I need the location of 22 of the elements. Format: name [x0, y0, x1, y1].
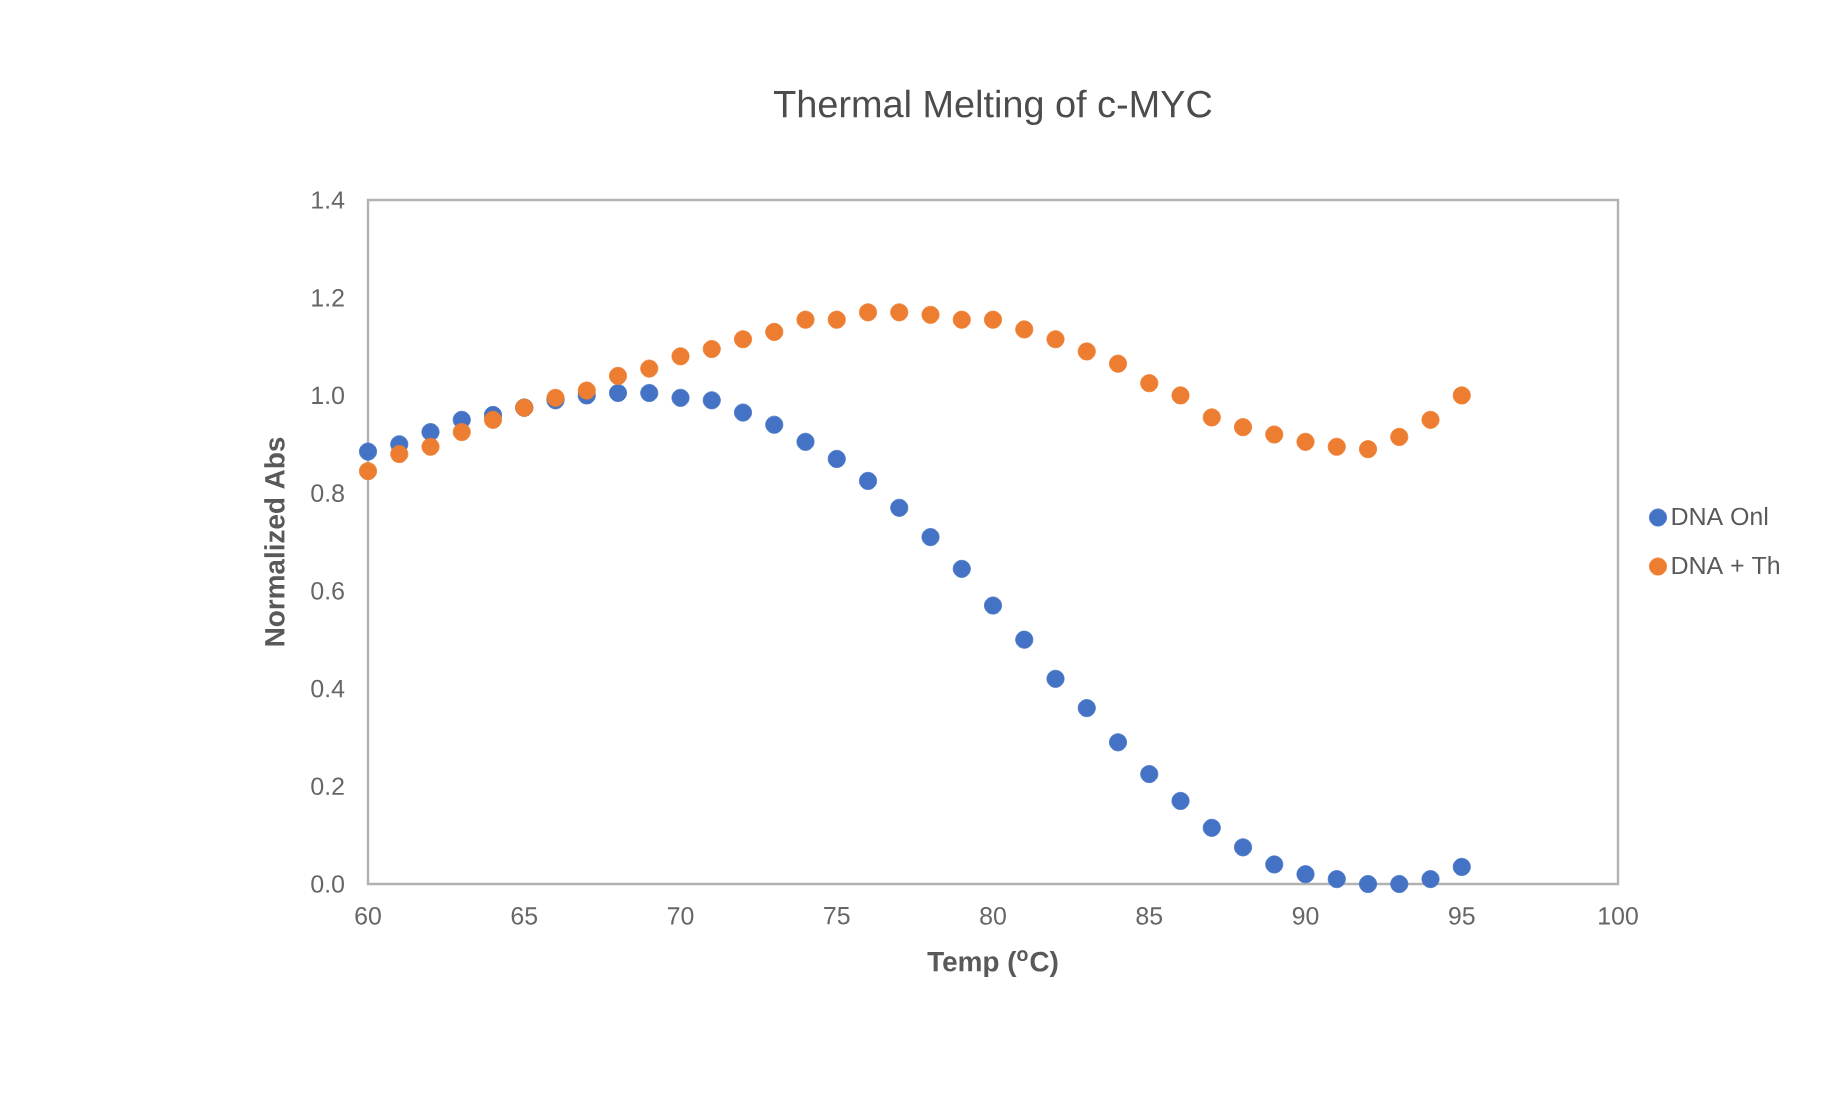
y-tick-label: 0.0 — [311, 875, 344, 893]
x-tick-label: 75 — [824, 907, 850, 925]
x-tick-label: 100 — [1599, 907, 1638, 925]
y-tick-label: 0.8 — [311, 484, 344, 502]
y-tick-label: 0.2 — [311, 777, 344, 796]
x-tick-label: 70 — [667, 907, 694, 925]
x-axis-title: Temp ($^{o}$C) — [927, 950, 1058, 978]
x-tick-label: 65 — [511, 907, 538, 925]
y-tick-label: 1.0 — [312, 386, 344, 405]
legend-label: DNA + Th — [1672, 555, 1779, 575]
y-tick-label: 1.2 — [312, 289, 344, 307]
y-tick-label: 0.6 — [311, 582, 344, 600]
y-tick-label: 1.4 — [312, 191, 345, 209]
chart-title: Thermal Melting of c-MYC — [774, 89, 1212, 125]
y-axis-title: Normalized Abs — [264, 437, 285, 646]
x-tick-label: 90 — [1292, 907, 1319, 925]
y-tick-label: 0.4 — [311, 679, 345, 698]
x-tick-label: 95 — [1449, 907, 1475, 925]
x-tick-label: 60 — [355, 907, 381, 925]
x-tick-label: 80 — [980, 907, 1006, 925]
legend-label: DNA Onl — [1672, 506, 1768, 526]
x-tick-label: 85 — [1136, 907, 1163, 925]
